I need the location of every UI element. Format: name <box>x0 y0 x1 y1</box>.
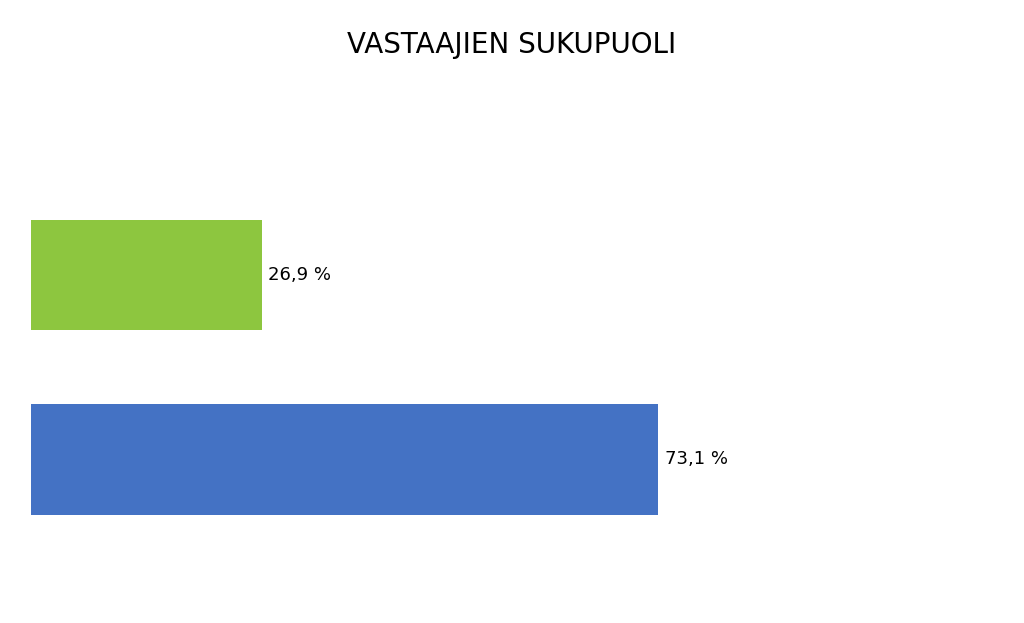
Text: 73,1 %: 73,1 % <box>665 450 728 468</box>
Text: VASTAAJIEN SUKUPUOLI: VASTAAJIEN SUKUPUOLI <box>347 31 677 59</box>
Text: 26,9 %: 26,9 % <box>268 266 332 284</box>
Bar <box>31 404 658 515</box>
Bar <box>31 220 261 330</box>
